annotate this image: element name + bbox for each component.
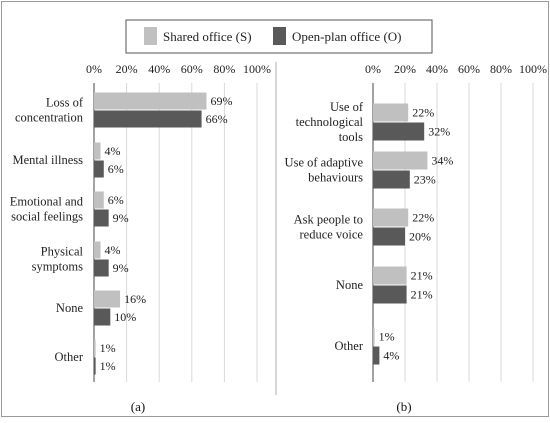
- category-label: reduce voice: [299, 228, 363, 242]
- legend-swatch-shared: [144, 27, 157, 45]
- x-tick-label: 100%: [519, 62, 547, 76]
- legend-label-shared: Shared office (S): [163, 29, 252, 44]
- data-label: 22%: [412, 106, 434, 120]
- bar-shared: [94, 339, 96, 357]
- bar-openplan: [94, 308, 111, 326]
- data-label: 9%: [113, 211, 129, 225]
- data-label: 4%: [383, 349, 399, 363]
- data-label: 1%: [100, 359, 116, 373]
- bar-openplan: [373, 285, 407, 304]
- category-label: concentration: [15, 111, 84, 125]
- category-label: Emotional and: [10, 195, 84, 209]
- category-label: Use of adaptive: [285, 156, 364, 170]
- category-label: technological: [296, 115, 364, 129]
- x-tick-label: 60%: [458, 62, 480, 76]
- category-label: None: [56, 301, 84, 315]
- data-label: 23%: [414, 173, 436, 187]
- data-label: 69%: [210, 94, 232, 108]
- bar-openplan: [373, 346, 380, 365]
- category-label: behaviours: [308, 171, 363, 185]
- bar-openplan: [94, 160, 104, 178]
- data-label: 20%: [409, 230, 431, 244]
- bar-openplan: [94, 110, 202, 128]
- bar-openplan: [373, 122, 425, 141]
- bar-openplan: [94, 259, 109, 277]
- category-label: None: [336, 278, 364, 292]
- legend-swatch-openplan: [273, 27, 286, 45]
- bar-shared: [94, 191, 104, 209]
- category-label: Ask people to: [294, 213, 363, 227]
- data-label: 6%: [108, 162, 124, 176]
- x-tick-label: 0%: [365, 62, 381, 76]
- bar-shared: [94, 241, 101, 259]
- category-label: Physical: [41, 245, 84, 259]
- legend-label-openplan: Open-plan office (O): [292, 29, 402, 44]
- x-tick-label: 100%: [243, 62, 271, 76]
- x-tick-label: 20%: [394, 62, 416, 76]
- bar-openplan: [94, 357, 96, 375]
- x-tick-label: 20%: [116, 62, 138, 76]
- legend: Shared office (S) Open-plan office (O): [125, 19, 433, 54]
- panel-label: (a): [131, 399, 145, 414]
- bar-openplan: [373, 170, 410, 189]
- x-tick-label: 40%: [426, 62, 448, 76]
- bar-shared: [94, 92, 207, 110]
- data-label: 66%: [206, 112, 228, 126]
- data-label: 21%: [411, 288, 433, 302]
- panel-label: (b): [396, 399, 411, 414]
- data-label: 1%: [379, 330, 395, 344]
- category-label: Other: [335, 339, 364, 353]
- data-label: 32%: [428, 125, 450, 139]
- data-label: 34%: [431, 154, 453, 168]
- category-label: symptoms: [32, 260, 84, 274]
- data-label: 22%: [412, 211, 434, 225]
- x-tick-label: 0%: [86, 62, 102, 76]
- data-label: 1%: [100, 341, 116, 355]
- panel-a: 0% 20% 40% 60% 80% 100% 69% 66% Loss ofconcentra…: [10, 62, 271, 414]
- category-label: Loss of: [46, 96, 84, 110]
- data-label: 21%: [411, 269, 433, 283]
- bar-shared: [373, 327, 375, 346]
- x-tick-label: 80%: [490, 62, 512, 76]
- bar-shared: [373, 208, 409, 227]
- bar-shared: [373, 266, 407, 285]
- x-tick-label: 40%: [148, 62, 170, 76]
- data-label: 10%: [114, 310, 136, 324]
- category-label: social feelings: [11, 210, 83, 224]
- x-tick-label: 80%: [213, 62, 235, 76]
- bar-openplan: [373, 227, 405, 246]
- bar-shared: [94, 290, 121, 308]
- figure-frame: [1, 1, 549, 417]
- category-label: Mental illness: [13, 153, 84, 167]
- data-label: 4%: [105, 243, 121, 257]
- bar-shared: [94, 142, 101, 160]
- category-label: Other: [55, 350, 84, 364]
- category-label: tools: [339, 130, 363, 144]
- data-label: 6%: [108, 193, 124, 207]
- bar-shared: [373, 151, 428, 170]
- panel-b: 0% 20% 40% 60% 80% 100% 22% 32% Use oftechnologi…: [285, 62, 547, 414]
- data-label: 16%: [124, 292, 146, 306]
- data-label: 9%: [113, 261, 129, 275]
- category-label: Use of: [330, 100, 364, 114]
- bar-shared: [373, 103, 409, 122]
- x-tick-label: 60%: [181, 62, 203, 76]
- data-label: 4%: [105, 144, 121, 158]
- bar-openplan: [94, 209, 109, 227]
